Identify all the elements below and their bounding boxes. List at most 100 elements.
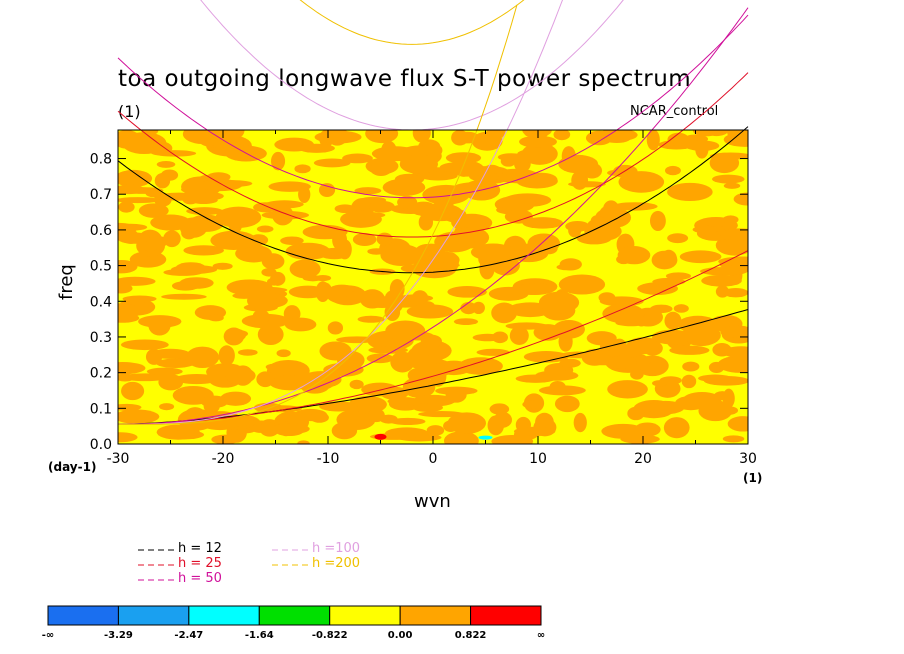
- curve-h50-lower: [118, 7, 749, 425]
- x-tick-label: -20: [212, 451, 235, 467]
- field-patch: [154, 172, 171, 189]
- field-patch: [334, 204, 356, 214]
- colorbar-label: -0.822: [311, 630, 348, 641]
- field-patch: [156, 160, 176, 168]
- field-patch: [218, 345, 235, 366]
- field-patch: [118, 259, 138, 274]
- field-patch: [630, 368, 644, 380]
- field-patch: [252, 309, 270, 325]
- field-patch: [354, 187, 382, 195]
- field-patch: [509, 326, 529, 345]
- field-patch: [188, 214, 224, 232]
- dispersion-curves: [117, 0, 749, 425]
- field-patch: [313, 158, 351, 168]
- field-patch: [723, 182, 741, 189]
- field-patch: [368, 346, 408, 354]
- field-patch: [267, 277, 282, 286]
- field-patch: [522, 217, 563, 229]
- field-patch: [224, 130, 238, 140]
- field-patch: [447, 412, 486, 434]
- field-patch: [476, 348, 510, 356]
- field-patch: [496, 197, 537, 209]
- field-patch: [573, 412, 587, 433]
- field-patch: [713, 391, 731, 401]
- field-patch: [261, 267, 277, 277]
- field-patch: [336, 336, 379, 344]
- field-patch: [307, 287, 355, 298]
- field-patch: [554, 395, 580, 413]
- field-patch: [447, 286, 487, 298]
- field-patch: [521, 143, 558, 165]
- field-patch: [460, 301, 477, 315]
- field-patch: [606, 347, 643, 358]
- field-patch: [489, 403, 510, 415]
- field-patch: [300, 371, 342, 389]
- field-patch: [513, 426, 556, 437]
- y-unit-label: (day-1): [48, 460, 97, 474]
- field-patch: [138, 203, 169, 218]
- field-patch: [256, 371, 275, 388]
- field-patch: [161, 293, 207, 300]
- field-patch: [519, 135, 557, 148]
- field-patch: [118, 361, 146, 375]
- field-patch: [682, 361, 700, 372]
- x-tick-label: -30: [107, 451, 130, 467]
- curve-h200-lower: [118, 4, 518, 425]
- field-patch: [367, 248, 386, 255]
- field-patch: [336, 350, 365, 370]
- field-patch: [602, 303, 645, 324]
- field-patch: [225, 367, 256, 384]
- field-patch: [327, 321, 344, 335]
- field-patch: [601, 423, 645, 439]
- field-patch: [432, 201, 447, 210]
- field-patch: [118, 201, 135, 213]
- field-patch: [479, 257, 495, 280]
- field-patch: [618, 171, 665, 193]
- field-patch: [727, 416, 748, 432]
- field-patch: [598, 292, 616, 303]
- colorbar-swatch: [117, 605, 190, 626]
- field-patch: [646, 400, 685, 415]
- field-patch: [627, 406, 645, 421]
- field-patch: [608, 355, 638, 369]
- field-patch: [522, 130, 552, 137]
- field-patch: [561, 146, 576, 167]
- field-patch: [198, 179, 243, 192]
- field-patch: [533, 324, 563, 341]
- field-patch: [718, 256, 748, 267]
- field-patch: [297, 440, 310, 444]
- field-patch: [381, 140, 397, 162]
- field-patch: [451, 213, 493, 232]
- field-patch: [722, 435, 745, 443]
- field-patch: [420, 334, 442, 348]
- field-patch: [684, 140, 720, 151]
- field-patch: [175, 262, 207, 275]
- field-patch: [581, 162, 603, 179]
- field-patch: [673, 304, 689, 313]
- field-patch: [679, 250, 722, 264]
- field-patch: [158, 374, 184, 391]
- field-patch: [607, 380, 648, 399]
- curve-h100-lower: [118, 0, 564, 425]
- field-patch: [649, 210, 666, 231]
- field-patch: [342, 153, 373, 164]
- field-patch: [451, 130, 469, 146]
- field-patch: [491, 302, 517, 324]
- field-patch: [261, 253, 285, 270]
- field-patch: [237, 349, 258, 356]
- field-patch: [445, 152, 482, 164]
- y-tick-label: 0.5: [90, 259, 112, 275]
- colorbar-label: 0.00: [387, 630, 413, 641]
- y-tick-label: 0.2: [90, 366, 112, 382]
- field-patch: [118, 184, 145, 195]
- field-patch: [280, 236, 304, 246]
- colorbar-swatch: [47, 605, 119, 626]
- field-patch: [163, 230, 181, 248]
- field-patch: [183, 245, 224, 256]
- field-patch: [150, 348, 190, 359]
- legend-entry: h = 25: [178, 556, 222, 571]
- field-patch: [208, 314, 224, 322]
- field-patch: [165, 430, 205, 440]
- y-tick-label: 0.4: [90, 294, 112, 310]
